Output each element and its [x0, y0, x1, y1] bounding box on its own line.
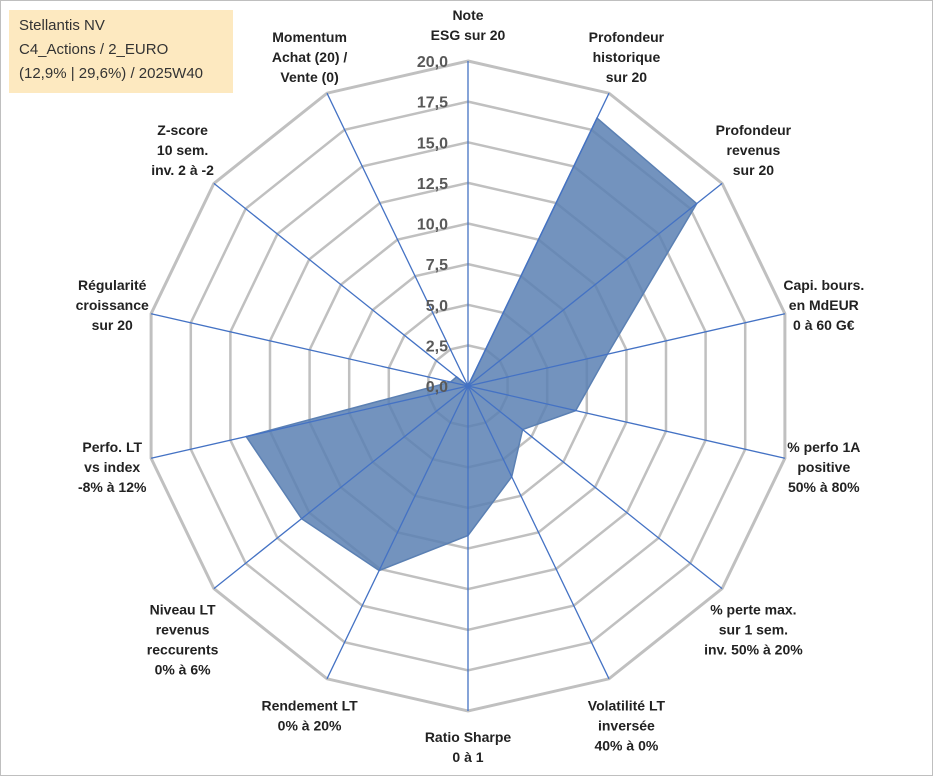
data-point-5 — [521, 428, 525, 432]
spoke-9 — [213, 385, 469, 590]
spoke-13 — [326, 92, 469, 387]
data-point-8 — [377, 569, 381, 573]
data-point-13 — [466, 384, 470, 388]
info-company-name: Stellantis NV — [19, 17, 105, 34]
info-category: C4_Actions / 2_EURO — [19, 41, 169, 58]
spoke-11 — [150, 313, 469, 387]
spoke-8 — [326, 385, 469, 680]
data-point-7 — [466, 534, 470, 538]
tick-label-6: 15,0 — [417, 135, 448, 152]
axis-label-6: Volatilité LT inversée 40% à 0% — [588, 698, 666, 754]
tick-label-8: 20,0 — [417, 54, 448, 71]
axis-label-10: Perfo. LT vs index -8% à 12% — [78, 439, 147, 495]
spoke-4 — [467, 385, 786, 459]
data-area — [244, 116, 698, 572]
spoke-5 — [467, 385, 723, 590]
info-performance: (12,9% | 29,6%) / 2025W40 — [19, 65, 203, 82]
data-point-10 — [244, 435, 248, 439]
data-point-6 — [510, 475, 514, 479]
data-point-12 — [455, 375, 459, 379]
axis-label-12: Z-score 10 sem. inv. 2 à -2 — [151, 122, 214, 178]
spoke-10 — [150, 385, 469, 459]
axis-label-2: Profondeur revenus sur 20 — [716, 122, 792, 178]
tick-label-7: 17,5 — [417, 95, 448, 112]
tick-label-4: 10,0 — [417, 217, 448, 234]
axis-label-7: Ratio Sharpe 0 à 1 — [425, 729, 512, 765]
data-point-11 — [449, 380, 453, 384]
axis-label-9: Niveau LT revenus reccurents 0% à 6% — [147, 601, 219, 677]
info-box: Stellantis NV C4_Actions / 2_EURO (12,9%… — [9, 10, 233, 93]
data-point-9 — [300, 517, 304, 521]
axis-label-13: Momentum Achat (20) / Vente (0) — [272, 29, 348, 85]
axis-label-5: % perte max. sur 1 sem. inv. 50% à 20% — [704, 601, 803, 657]
axis-label-0: Note ESG sur 20 — [431, 7, 506, 43]
data-point-1 — [595, 116, 599, 120]
spoke-2 — [467, 182, 723, 387]
axis-label-11: Régularité croissance sur 20 — [76, 277, 149, 333]
tick-label-3: 7,5 — [426, 257, 448, 274]
spoke-3 — [467, 313, 786, 387]
tick-label-1: 2,5 — [426, 338, 448, 355]
axis-label-8: Rendement LT 0% à 20% — [261, 698, 358, 734]
axis-label-3: Capi. bours. en MdEUR 0 à 60 G€ — [783, 277, 864, 333]
data-point-2 — [695, 202, 699, 206]
tick-label-2: 5,0 — [426, 298, 448, 315]
data-point-4 — [574, 409, 578, 413]
tick-label-5: 12,5 — [417, 176, 448, 193]
axis-label-4: % perfo 1A positive 50% à 80% — [787, 439, 860, 495]
spoke-1 — [467, 92, 610, 387]
axis-label-1: Profondeur historique sur 20 — [589, 29, 665, 85]
data-point-3 — [605, 352, 609, 356]
spoke-12 — [213, 182, 469, 387]
spoke-6 — [467, 385, 610, 680]
tick-label-0: 0,0 — [426, 379, 448, 396]
